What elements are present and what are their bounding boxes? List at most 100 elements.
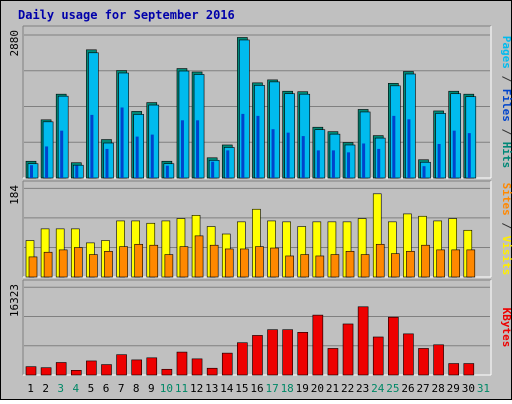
legend-entry: Pages [500,36,512,69]
bar-sites [179,246,189,278]
bar-kbytes [161,368,173,376]
bar-files [271,129,275,178]
x-tick-label: 16 [250,382,263,395]
bar-files [241,113,245,178]
bar-kbytes [433,344,444,376]
x-tick-label: 15 [235,382,248,395]
bar-sites [224,248,234,278]
bar-files [105,148,109,178]
bar-files [347,152,351,178]
bar-kbytes [252,335,263,376]
x-tick-label: 2 [42,382,49,395]
bar-sites [134,243,143,278]
bar-kbytes [101,364,112,376]
x-tick-label: 31 [477,382,490,395]
x-tick-label: 10 [160,382,173,395]
bar-files [165,165,169,178]
bar-kbytes [267,329,278,376]
bar-files [377,148,381,178]
bar-sites [104,250,113,278]
x-tick-label: 6 [103,382,110,395]
bar-kbytes [282,329,293,376]
bar-kbytes [418,348,429,376]
bar-sites [300,254,310,278]
right-legend: Pages / Files / Hits [500,36,512,169]
legend-entry: / [500,69,512,89]
bar-sites [315,255,325,278]
bar-files [60,130,64,178]
y-max-label: 2880 [8,30,21,57]
x-tick-label: 8 [133,382,140,395]
legend-entry: Visits [500,236,512,276]
bar-sites [451,249,461,278]
bar-kbytes [191,358,203,376]
x-tick-label: 1 [27,382,34,395]
x-tick-label: 7 [118,382,125,395]
x-tick-label: 25 [386,382,399,395]
bar-files [211,161,215,178]
legend-entry: / [500,122,512,142]
y-max-label: 16323 [8,284,21,317]
x-tick-label: 27 [416,382,429,395]
bar-kbytes [131,359,142,376]
bar-kbytes [448,363,460,376]
x-tick-label: 5 [88,382,95,395]
bar-kbytes [312,314,324,376]
bar-sites [58,249,68,278]
bar-files [301,136,305,178]
bar-kbytes [70,370,82,376]
bar-sites [149,244,159,278]
bar-sites [421,244,430,278]
x-tick-label: 3 [57,382,64,395]
right-legend: Sites / Visits [500,183,512,276]
x-tick-label: 14 [220,382,234,395]
bar-kbytes [176,351,188,376]
legend-entry: Files [500,89,512,122]
bar-files [90,114,94,178]
bar-files [362,143,366,178]
x-tick-label: 4 [73,382,80,395]
bar-files [437,143,441,178]
bar-kbytes [342,323,354,376]
bars [25,193,476,278]
x-tick-label: 11 [175,382,188,395]
bar-files [286,132,290,178]
bar-files [392,115,396,178]
bar-sites [240,248,249,278]
bar-files [120,107,124,178]
x-tick-label: 23 [356,382,369,395]
bar-sites [391,253,400,278]
y-max-label: 184 [8,185,21,205]
bar-kbytes [86,360,97,376]
panel-middle: 184 Sites / Visits [8,180,512,278]
bar-files [452,130,456,178]
bar-files [331,150,335,178]
bar-kbytes [206,367,218,376]
bar-files [196,120,200,178]
panels: 2880 Pages / Files / Hits 184 Sites / Visit… [8,25,512,376]
right-legend: KBytes [500,308,512,348]
bar-files [422,166,426,178]
legend-entry: KBytes [500,308,512,348]
bar-kbytes [237,342,248,376]
panel-top: 2880 Pages / Files / Hits [8,25,512,179]
bar-kbytes [327,348,339,376]
x-tick-label: 17 [265,382,278,395]
chart-title: Daily usage for September 2016 [18,8,235,22]
bar-files [316,150,320,178]
bars [25,37,477,179]
x-tick-label: 21 [326,382,339,395]
bar-sites [406,250,415,278]
bar-kbytes [403,333,414,376]
bar-sites [73,247,83,278]
legend-entry: Sites [500,183,512,216]
bar-files [135,136,139,178]
bar-sites [330,254,340,278]
bar-files [30,165,33,178]
bar-kbytes [357,306,369,376]
bar-sites [255,246,264,278]
x-tick-label: 9 [148,382,155,395]
bar-kbytes [297,331,309,376]
x-tick-label: 20 [311,382,324,395]
